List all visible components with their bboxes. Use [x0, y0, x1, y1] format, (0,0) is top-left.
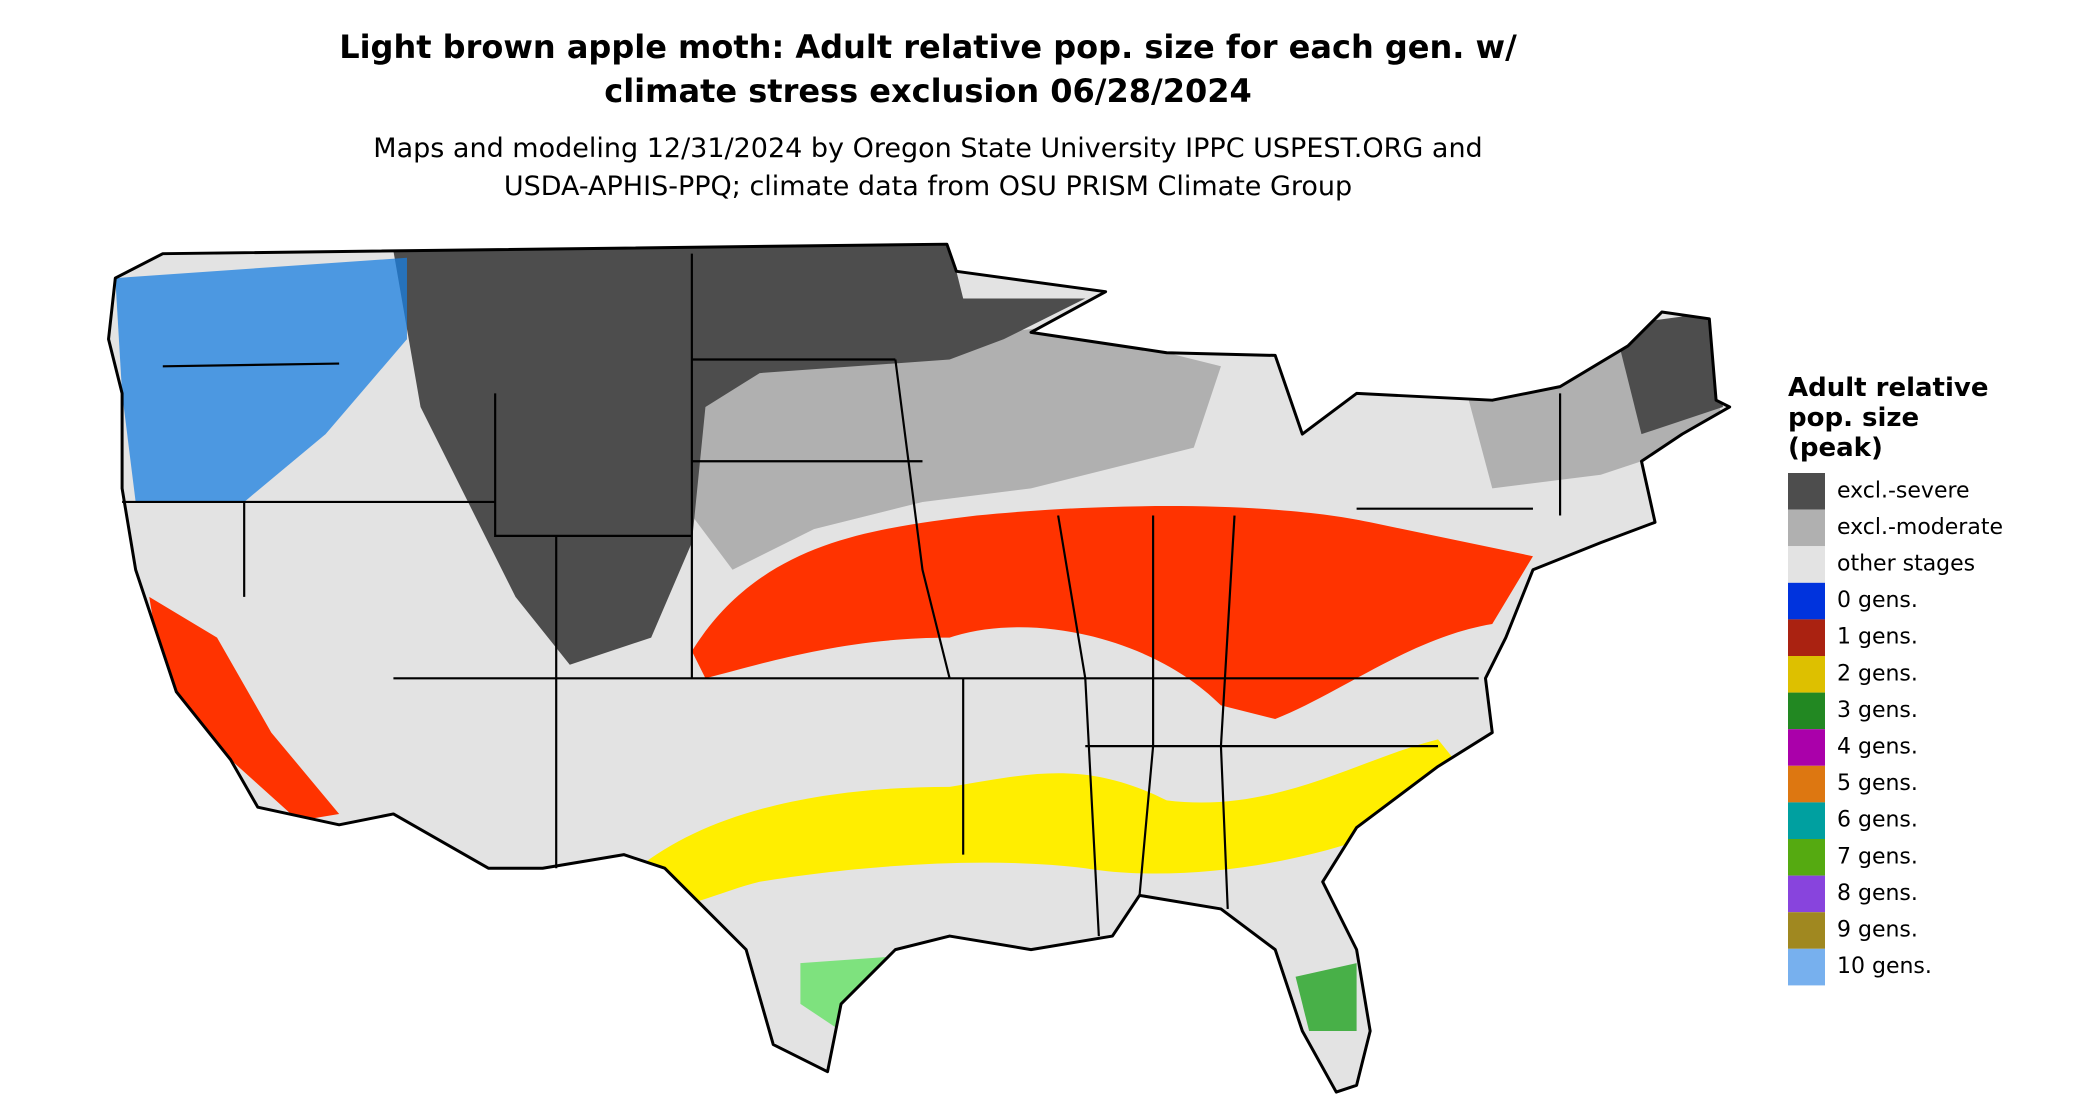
us-outline: [107, 242, 1732, 1094]
legend-label: 6 gens.: [1837, 808, 1918, 833]
moderate-region: [691, 325, 1221, 570]
legend-label: 3 gens.: [1837, 698, 1918, 723]
legend-label: other stages: [1837, 552, 1975, 577]
legend-swatch: [1788, 582, 1825, 620]
legend-label: excl.-severe: [1837, 478, 1970, 503]
title-line: climate stress exclusion 06/28/2024: [604, 72, 1252, 110]
legend-swatch: [1788, 912, 1825, 949]
red-band: [149, 596, 340, 821]
severe-region: [393, 244, 1086, 665]
legend-label: 4 gens.: [1837, 735, 1918, 760]
yellow-band: [637, 739, 1466, 907]
red-band: [691, 506, 1533, 719]
legend-swatch: [1788, 839, 1825, 876]
us-map: [107, 242, 1732, 1094]
legend-label: 0 gens.: [1837, 588, 1918, 613]
legend-title: pop. size: [1788, 403, 1919, 433]
legend-swatch: [1788, 546, 1825, 583]
subtitle-line: Maps and modeling 12/31/2024 by Oregon S…: [373, 133, 1482, 164]
legend-swatch: [1788, 802, 1825, 839]
legend-swatch: [1788, 692, 1825, 730]
legend-swatch: [1788, 619, 1825, 656]
legend-label: 7 gens.: [1837, 844, 1918, 869]
subtitle-line: USDA-APHIS-PPQ; climate data from OSU PR…: [504, 171, 1352, 202]
legend-swatch: [1788, 765, 1825, 803]
legend-swatch: [1788, 656, 1825, 693]
legend-label: 2 gens.: [1837, 661, 1918, 686]
blue-region: [115, 257, 407, 502]
legend-label: 5 gens.: [1837, 771, 1918, 796]
map-regions: [115, 244, 1723, 1032]
legend-swatch: [1788, 473, 1825, 510]
legend-swatch: [1788, 729, 1825, 766]
legend-label: 1 gens.: [1837, 625, 1918, 650]
legend-label: excl.-moderate: [1837, 515, 2003, 540]
legend-title: Adult relative: [1788, 373, 1988, 403]
green-region: [1295, 963, 1357, 1032]
state-lines: [122, 253, 1562, 937]
severe-region: [1614, 312, 1723, 435]
legend-label: 10 gens.: [1837, 954, 1932, 979]
legend-swatch: [1788, 875, 1825, 913]
legend-swatch: [1788, 948, 1825, 986]
legend-swatch: [1788, 509, 1825, 547]
legend-label: 8 gens.: [1837, 881, 1918, 906]
legend-title: (peak): [1788, 433, 1883, 463]
title-line: Light brown apple moth: Adult relative p…: [339, 28, 1517, 66]
legend-label: 9 gens.: [1837, 918, 1918, 943]
